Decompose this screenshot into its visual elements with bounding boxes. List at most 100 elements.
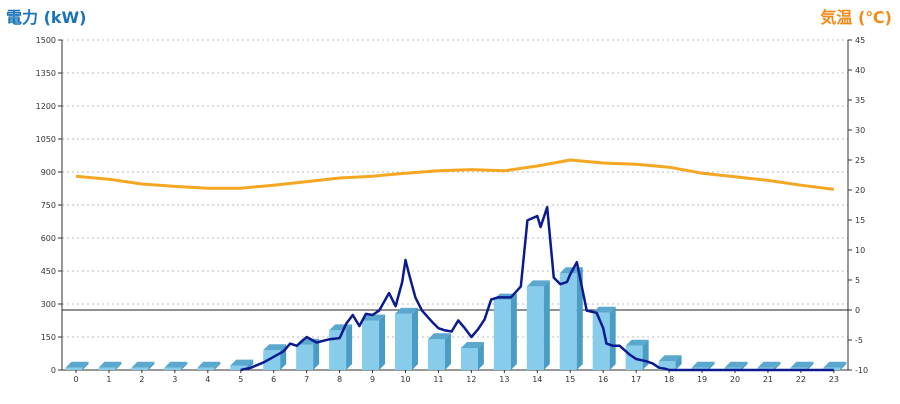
x-tick-label: 13 [499, 375, 509, 384]
x-tick-label: 6 [271, 375, 276, 384]
bar-front [427, 339, 445, 370]
bar [658, 355, 682, 370]
x-tick-label: 16 [598, 375, 608, 384]
x-tick-label: 8 [337, 375, 342, 384]
left-tick-label: 300 [41, 300, 56, 309]
bar-front [65, 367, 83, 370]
right-tick-label: 35 [855, 96, 865, 105]
left-tick-label: 900 [41, 168, 56, 177]
bar-front [559, 273, 577, 370]
left-axis-title: 電力 (kW) [6, 8, 87, 27]
bar-side [379, 314, 386, 370]
bar-side [214, 361, 221, 370]
bar-top [131, 361, 155, 368]
x-tick-label: 9 [370, 375, 375, 384]
power-line [240, 205, 834, 372]
bar-top [65, 361, 89, 368]
bar-side [675, 355, 682, 370]
left-tick-label: 150 [41, 333, 56, 342]
x-tick-label: 1 [106, 375, 111, 384]
left-tick-label: 1500 [36, 36, 56, 45]
bar-side [708, 361, 715, 370]
bar-front [197, 367, 215, 370]
right-tick-label: 5 [855, 276, 860, 285]
left-tick-label: 1200 [36, 102, 56, 111]
right-tick-label: 0 [855, 306, 860, 315]
bar-top [164, 361, 188, 368]
bar-side [510, 293, 517, 370]
bar [362, 314, 386, 370]
bar-top [98, 361, 122, 368]
bar-front [131, 367, 149, 370]
bar-top [263, 344, 287, 351]
bar-side [115, 361, 122, 370]
x-tick-label: 12 [466, 375, 476, 384]
bar-front [493, 299, 511, 370]
bar-front [460, 348, 478, 370]
left-tick-label: 750 [41, 201, 56, 210]
bar [131, 361, 155, 370]
bar-top [823, 361, 847, 368]
bar-side [346, 324, 353, 370]
bar-top [790, 361, 814, 368]
right-tick-label: 15 [855, 216, 865, 225]
x-tick-label: 0 [73, 375, 78, 384]
bar-top [362, 314, 386, 321]
x-tick-label: 17 [631, 375, 641, 384]
bar-top [526, 280, 550, 287]
bar [526, 280, 550, 370]
x-tick-label: 19 [697, 375, 707, 384]
x-tick-label: 15 [565, 375, 575, 384]
left-tick-label: 0 [51, 366, 56, 375]
right-tick-label: 25 [855, 156, 865, 165]
bar-front [395, 313, 412, 370]
bar-front [98, 367, 116, 370]
bar-top [395, 307, 418, 314]
x-tick-label: 11 [433, 375, 443, 384]
left-tick-label: 600 [41, 234, 56, 243]
right-axis-title: 気温 (℃) [820, 8, 892, 27]
bar-top [625, 339, 649, 346]
x-tick-label: 2 [139, 375, 144, 384]
bar-side [840, 361, 847, 370]
bar-top [197, 361, 221, 368]
bar-top [230, 359, 254, 366]
x-tick-label: 7 [304, 375, 309, 384]
bar [329, 324, 353, 370]
bar-side [181, 361, 188, 370]
x-tick-label: 5 [238, 375, 243, 384]
right-tick-label: 40 [855, 66, 865, 75]
x-tick-label: 10 [400, 375, 410, 384]
bar-side [543, 280, 550, 370]
x-tick-label: 4 [205, 375, 210, 384]
right-tick-label: 30 [855, 126, 865, 135]
bar [559, 267, 583, 370]
x-tick-label: 14 [532, 375, 542, 384]
temperature-line [75, 158, 835, 191]
bar-top [427, 333, 451, 340]
bar [395, 307, 418, 370]
bar [164, 361, 188, 370]
bar-side [774, 361, 781, 370]
bar-side [807, 361, 814, 370]
bar [65, 361, 89, 370]
bar-top [757, 361, 781, 368]
bar-front [362, 320, 380, 370]
left-tick-label: 450 [41, 267, 56, 276]
bar [460, 342, 484, 370]
x-tick-label: 18 [664, 375, 674, 384]
right-tick-label: -5 [855, 336, 863, 345]
x-tick-label: 22 [796, 375, 806, 384]
bar-front [592, 312, 610, 370]
bar-side [609, 306, 616, 370]
right-tick-label: 10 [855, 246, 865, 255]
x-tick-label: 23 [829, 375, 839, 384]
bar-side [576, 267, 583, 370]
bar-side [148, 361, 155, 370]
x-tick-label: 21 [763, 375, 773, 384]
bar-front [296, 344, 314, 370]
bar-top [691, 361, 715, 368]
bar-front [658, 361, 676, 370]
